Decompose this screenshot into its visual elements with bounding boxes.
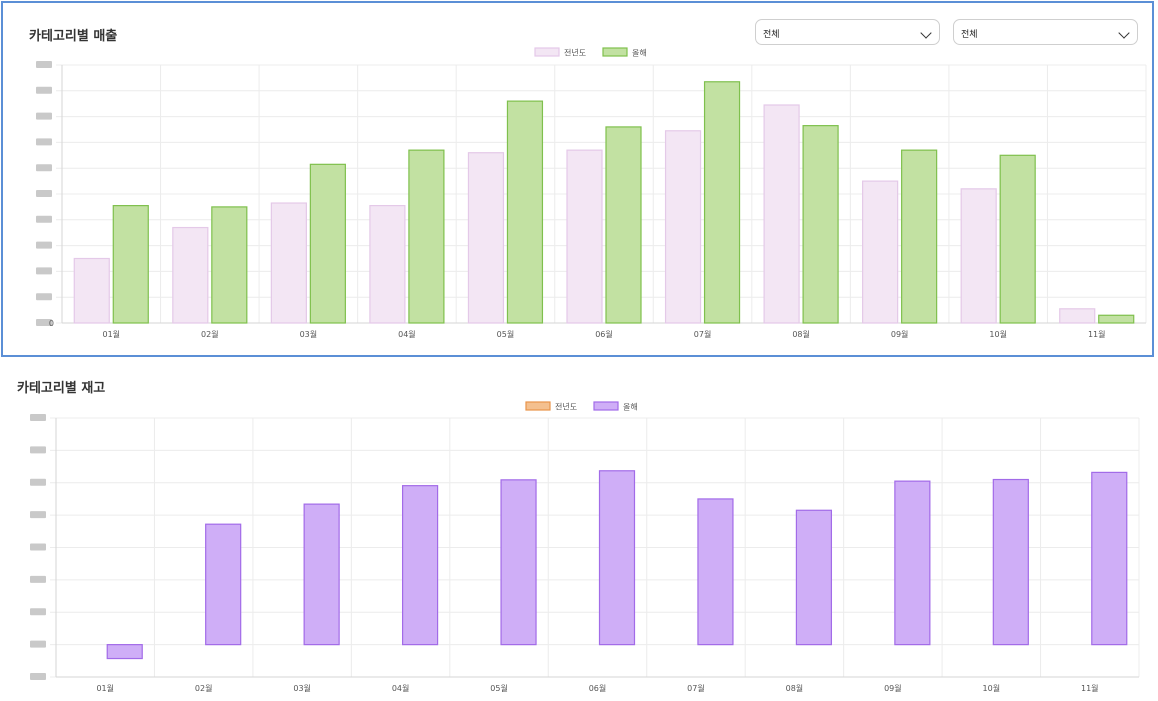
stock-panel: 카테고리별 재고 01월 02월 03월 04월 05월 06월 07월 08월 09월 10월 1… — [0, 362, 1158, 701]
x-tick-label: 10월 — [983, 683, 1001, 693]
y-tick-label-blurred — [36, 215, 52, 223]
bar-stock-s1-8 — [894, 480, 931, 646]
bar-sales-s1-3 — [408, 149, 445, 324]
bar-sales-s0-0 — [73, 257, 110, 324]
legend-label: 올해 — [623, 402, 638, 412]
legend-swatch — [602, 47, 628, 57]
x-tick-label: 11월 — [1088, 329, 1106, 339]
x-tick-label: 01월 — [96, 683, 114, 693]
bar-sales-s1-4 — [506, 100, 544, 324]
y-tick-label-blurred — [30, 673, 46, 680]
x-tick-label: 04월 — [392, 683, 410, 693]
bar-sales-s1-0 — [112, 205, 149, 324]
stock-chart: 01월 02월 03월 04월 05월 06월 07월 08월 09월 10월 11월 전년도 올해 — [30, 401, 1140, 693]
y-tick-label-blurred — [36, 293, 52, 301]
y-tick-label-blurred — [30, 478, 46, 486]
category-filter-select-1[interactable]: 전체 — [755, 19, 940, 45]
x-tick-label: 03월 — [293, 683, 311, 693]
sales-chart: 0 01월 02월 03월 04월 05월 06월 07월 08월 09월 10월 11월 전년도 올해 — [36, 47, 1147, 339]
x-tick-label: 06월 — [595, 329, 613, 339]
legend-swatch — [593, 401, 619, 411]
bar-sales-s1-5 — [605, 126, 642, 324]
bar-sales-s0-10 — [1059, 308, 1096, 324]
sales-panel: 카테고리별 매출 전체 전체 0 01월 02월 03월 04월 05월 06월 07월 08월… — [1, 1, 1154, 357]
bar-stock-s1-3 — [401, 485, 439, 646]
bar-sales-s0-9 — [960, 188, 997, 324]
stock-chart-title: 카테고리별 재고 — [17, 381, 106, 396]
x-tick-label: 04월 — [398, 329, 416, 339]
y-tick-label-blurred — [36, 164, 52, 172]
y-tick-label-blurred — [36, 319, 52, 326]
bar-stock-s1-4 — [500, 479, 537, 646]
x-tick-label: 05월 — [490, 683, 508, 693]
legend-label: 전년도 — [555, 402, 577, 412]
y-tick-label-blurred — [36, 61, 52, 68]
category-filter-2-value: 전체 — [961, 30, 978, 40]
x-tick-label: 02월 — [201, 329, 219, 339]
legend-swatch — [534, 47, 560, 57]
y-tick-label-blurred — [30, 414, 46, 421]
legend-label: 전년도 — [564, 48, 586, 58]
x-tick-label: 08월 — [792, 329, 810, 339]
x-tick-label: 01월 — [102, 329, 120, 339]
bar-stock-s1-10 — [1091, 471, 1128, 646]
y-tick-label-blurred — [36, 241, 52, 249]
bar-stock-s1-6 — [697, 498, 734, 646]
x-tick-label: 09월 — [891, 329, 909, 339]
x-tick-label: 09월 — [884, 683, 902, 693]
bar-stock-s1-5 — [598, 470, 636, 646]
bar-stock-s1-2 — [303, 503, 340, 646]
x-tick-label: 07월 — [694, 329, 712, 339]
bar-sales-s1-1 — [211, 206, 248, 324]
bar-stock-s1-7 — [795, 509, 833, 646]
bar-sales-s0-5 — [566, 149, 603, 324]
bar-stock-s1-0 — [106, 644, 143, 660]
x-tick-label: 10월 — [989, 329, 1007, 339]
y-tick-label-blurred — [30, 543, 46, 551]
y-tick-label-blurred — [36, 86, 52, 94]
x-tick-label: 03월 — [300, 329, 318, 339]
legend-swatch — [525, 401, 551, 411]
bar-sales-s0-7 — [763, 104, 800, 324]
x-tick-label: 02월 — [195, 683, 213, 693]
bar-sales-s1-8 — [901, 149, 938, 324]
bar-sales-s0-1 — [172, 226, 209, 324]
y-tick-label-blurred — [30, 511, 46, 519]
bar-stock-s1-9 — [992, 478, 1029, 646]
y-tick-label-blurred — [36, 190, 52, 197]
y-tick-label-blurred — [30, 575, 46, 583]
bar-sales-s0-3 — [369, 205, 406, 324]
x-tick-label: 11월 — [1081, 683, 1099, 693]
x-tick-label: 06월 — [589, 683, 607, 693]
bar-sales-s1-9 — [999, 154, 1036, 324]
y-tick-label-zero: 0 — [49, 319, 54, 328]
y-tick-label-blurred — [36, 112, 52, 120]
category-filter-1-value: 전체 — [763, 30, 780, 40]
sales-chart-title: 카테고리별 매출 — [29, 29, 118, 44]
y-tick-label-blurred — [30, 608, 46, 616]
bar-stock-s1-1 — [205, 523, 242, 646]
y-tick-label-blurred — [30, 640, 46, 648]
x-tick-label: 05월 — [497, 329, 515, 339]
y-tick-label-blurred — [36, 267, 52, 275]
bar-sales-s0-4 — [467, 152, 505, 324]
bar-sales-s1-10 — [1098, 314, 1135, 324]
bar-sales-s1-7 — [802, 125, 839, 324]
y-tick-label-blurred — [30, 446, 46, 454]
bar-sales-s0-6 — [664, 130, 702, 324]
bar-sales-s1-2 — [309, 163, 346, 324]
bar-sales-s0-2 — [270, 202, 307, 324]
category-filter-select-2[interactable]: 전체 — [953, 19, 1138, 45]
y-tick-label-blurred — [36, 138, 52, 146]
legend-label: 올해 — [632, 48, 647, 58]
x-tick-label: 07월 — [687, 683, 705, 693]
bar-sales-s0-8 — [862, 180, 899, 324]
bar-sales-s1-6 — [703, 81, 741, 324]
x-tick-label: 08월 — [786, 683, 804, 693]
